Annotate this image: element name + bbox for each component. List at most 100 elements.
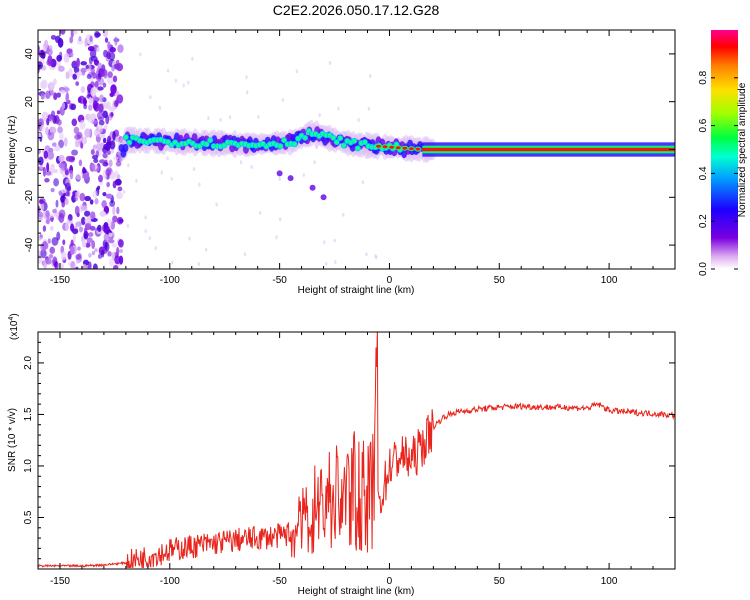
noise-blob: [81, 239, 87, 248]
spectrogram-x-label: Height of straight line (km): [298, 285, 415, 296]
noise-speck: [302, 172, 305, 177]
noise-speck: [245, 90, 249, 95]
colorbar-tick-label: 0.4: [698, 166, 709, 180]
noise-blob: [114, 255, 121, 265]
noise-blob: [75, 81, 80, 86]
noise-blob: [43, 150, 49, 159]
noise-blob: [60, 89, 66, 94]
noise-blob: [87, 261, 92, 269]
noise-blob: [61, 251, 67, 261]
noise-blob: [53, 178, 60, 187]
spectrogram-panel: -150 -100 -50 0 50 100 -40 -20 0 20 40 Height of …: [7, 29, 676, 296]
noise-blob: [53, 261, 58, 268]
noise-blob: [90, 211, 95, 220]
noise-blob: [47, 130, 55, 141]
noise-blob: [105, 193, 113, 199]
noise-blob: [110, 84, 117, 95]
noise-blob: [58, 154, 65, 163]
noise-blob: [116, 94, 124, 104]
noise-blob: [92, 190, 98, 199]
noise-speck: [333, 238, 336, 243]
noise-blob: [48, 254, 54, 259]
noise-blob: [51, 142, 57, 147]
track-core: [351, 137, 358, 144]
noise-speck: [154, 246, 157, 251]
noise-blob: [103, 49, 108, 58]
noise-blob: [38, 236, 43, 241]
spectrogram-x-ticks: -150 -100 -50 0 50 100: [37, 30, 676, 286]
noise-blob: [47, 115, 53, 122]
noise-blob: [98, 119, 105, 126]
y-tick-label: 40: [24, 48, 35, 60]
noise-blob: [40, 93, 45, 100]
noise-blob: [94, 128, 101, 137]
noise-blob: [97, 185, 101, 190]
noise-blob: [116, 63, 124, 72]
noise-blob: [58, 209, 66, 219]
noise-blob: [82, 166, 86, 175]
noise-blob: [45, 126, 49, 135]
noise-speck: [182, 83, 185, 88]
noise-speck: [278, 217, 282, 222]
noise-blob: [50, 34, 57, 40]
noise-blob: [101, 200, 107, 208]
track-core: [203, 141, 210, 148]
noise-blob: [55, 199, 59, 208]
noise-blob: [80, 61, 88, 66]
noise-speck: [228, 115, 232, 120]
noise-blob: [69, 169, 74, 180]
noise-blob: [85, 64, 89, 70]
noise-blob: [73, 30, 78, 35]
noise-blob: [109, 46, 116, 53]
noise-speck: [166, 68, 170, 73]
spectrogram-y-ticks: -40 -20 0 20 40: [24, 29, 675, 270]
noise-blob: [90, 87, 97, 97]
snr-multiplier-close: ): [9, 313, 20, 316]
noise-speck: [135, 178, 138, 183]
noise-blob: [74, 205, 80, 216]
noise-speck: [275, 235, 278, 240]
x-tick-label: 50: [494, 576, 506, 587]
snr-multiplier-exp: 4: [8, 317, 15, 321]
noise-blob: [58, 162, 66, 169]
carrier-transition: [394, 145, 402, 151]
track-branch: [276, 170, 283, 177]
noise-speck: [197, 262, 201, 267]
noise-blob: [52, 168, 58, 174]
noise-blob: [102, 162, 109, 167]
noise-blob: [72, 233, 76, 243]
noise-blob: [107, 150, 111, 156]
noise-blob: [90, 81, 95, 88]
noise-blob: [68, 67, 73, 78]
noise-speck: [278, 176, 281, 181]
noise-blob: [92, 144, 98, 150]
noise-blob: [56, 110, 61, 115]
noise-blob: [89, 225, 96, 231]
noise-blob: [116, 191, 123, 200]
noise-blob: [69, 36, 74, 44]
noise-blob: [114, 178, 122, 186]
noise-blob: [60, 30, 66, 35]
noise-blob: [47, 238, 51, 244]
noise-blob: [86, 73, 92, 80]
noise-speck: [369, 73, 372, 78]
track-core: [277, 143, 284, 150]
track-core: [126, 139, 133, 146]
noise-blob: [99, 159, 106, 164]
noise-blob: [86, 237, 93, 244]
carrier-core: [422, 147, 675, 152]
noise-blob: [75, 71, 83, 77]
noise-speck: [257, 114, 260, 119]
noise-blob: [46, 162, 50, 173]
noise-blob: [80, 205, 88, 211]
noise-blob: [117, 44, 124, 53]
noise-blob: [84, 210, 91, 217]
noise-blob: [63, 137, 68, 147]
noise-blob: [93, 158, 99, 163]
track-core: [122, 134, 129, 141]
spectrogram-y-label: Frequency (Hz): [7, 116, 18, 185]
carrier-transition: [401, 145, 409, 151]
snr-x-ticks: -150 -100 -50 0 50 100: [37, 332, 676, 587]
noise-blob: [47, 150, 55, 160]
noise-blob: [38, 199, 44, 205]
